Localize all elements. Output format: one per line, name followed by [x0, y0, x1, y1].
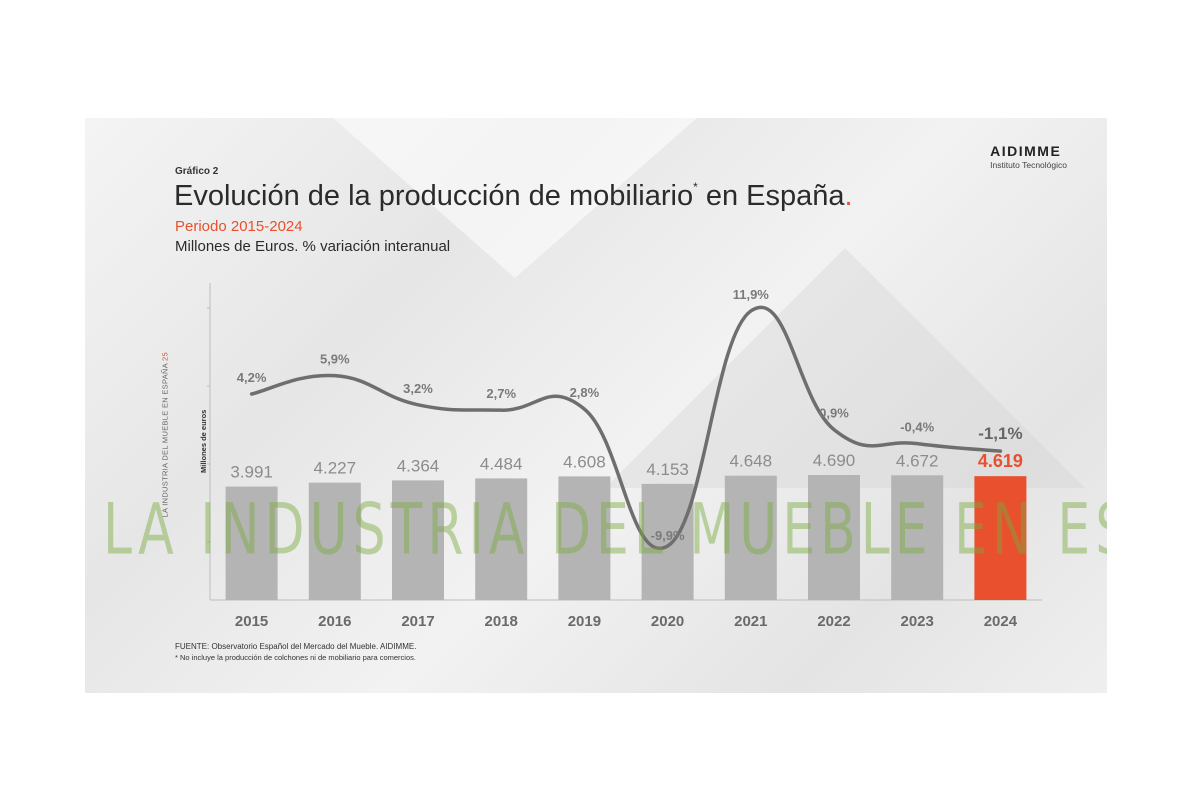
title-asterisk: *	[693, 180, 698, 194]
line-value-label: 5,9%	[320, 352, 350, 367]
x-tick-label: 2019	[568, 613, 601, 630]
brand-subtitle: Instituto Tecnológico	[990, 160, 1067, 170]
bar-value-label: 4.227	[314, 459, 357, 478]
bar-2022	[808, 475, 860, 600]
x-tick-label: 2024	[984, 613, 1018, 630]
footnote: * No incluye la producción de colchones …	[175, 653, 416, 662]
line-value-label: -9,9%	[651, 528, 685, 543]
chart-units: Millones de Euros. % variación interanua…	[175, 238, 451, 255]
bar-2024	[974, 476, 1027, 600]
x-tick-label: 2016	[318, 613, 351, 630]
x-tick-label: 2021	[734, 613, 767, 630]
chart-panel: LA INDUSTRIA DEL MUEBLE EN ESPAÑA 25 Grá…	[85, 118, 1107, 693]
title-tail: en España	[697, 180, 845, 212]
bar-value-label: 3.991	[230, 463, 273, 482]
x-tick-label: 2020	[651, 613, 684, 630]
background-facet	[605, 248, 1085, 488]
background-facet	[265, 118, 765, 278]
variation-line	[249, 305, 1003, 551]
x-tick-label: 2022	[817, 613, 850, 630]
line-value-label: 3,2%	[403, 381, 433, 396]
bar-value-label: 4.153	[646, 460, 689, 479]
brand-logo: AIDIMME Instituto Tecnológico	[990, 143, 1067, 170]
bar-value-label: 4.608	[563, 452, 606, 471]
source-note: FUENTE: Observatorio Español del Mercado…	[175, 642, 417, 651]
bar-2015	[225, 486, 278, 600]
y-axis-label: Millones de euros	[199, 410, 208, 473]
line-value-label: 2,8%	[570, 385, 600, 400]
bar-2017	[392, 480, 444, 600]
chart-subtitle: Periodo 2015-2024	[175, 218, 303, 235]
line-value-label: -1,1%	[978, 424, 1022, 443]
title-dot: .	[844, 180, 853, 212]
bar-2023	[891, 475, 944, 600]
bar-value-label: 4.484	[480, 454, 523, 473]
watermark-text: LA INDUSTRIA DEL MUEBLE EN ESPAÑA 2025	[103, 490, 1107, 571]
line-value-label: 0,9%	[819, 406, 849, 421]
bar-value-label: 4.690	[813, 451, 856, 470]
bar-2019	[558, 476, 611, 600]
bar-2018	[475, 478, 528, 600]
brand-name: AIDIMME	[990, 143, 1062, 159]
bar-value-label: 4.364	[397, 456, 440, 475]
x-tick-label: 2023	[901, 613, 934, 630]
x-tick-label: 2018	[485, 613, 518, 630]
line-value-label: 4,2%	[237, 370, 267, 385]
production-chart: Millones de euros 3.991 2015 4.227 2016 4.364…	[199, 283, 1042, 630]
chart-number-label: Gráfico 2	[175, 166, 219, 177]
title-main: Evolución de la producción de mobiliario	[174, 180, 694, 212]
line-value-label: 11,9%	[733, 287, 770, 302]
x-tick-label: 2017	[401, 613, 434, 630]
bar-value-label: 4.619	[978, 451, 1023, 471]
bar-2016	[308, 482, 361, 600]
bar-2021	[724, 475, 777, 600]
x-tick-label: 2015	[235, 613, 268, 630]
bar-value-label: 4.672	[896, 451, 939, 470]
chart-title: Evolución de la producción de mobiliario…	[174, 180, 853, 213]
bar-value-label: 4.648	[730, 452, 773, 471]
line-value-label: -0,4%	[900, 420, 934, 435]
bar-2020	[641, 483, 694, 600]
line-value-label: 2,7%	[486, 386, 516, 401]
